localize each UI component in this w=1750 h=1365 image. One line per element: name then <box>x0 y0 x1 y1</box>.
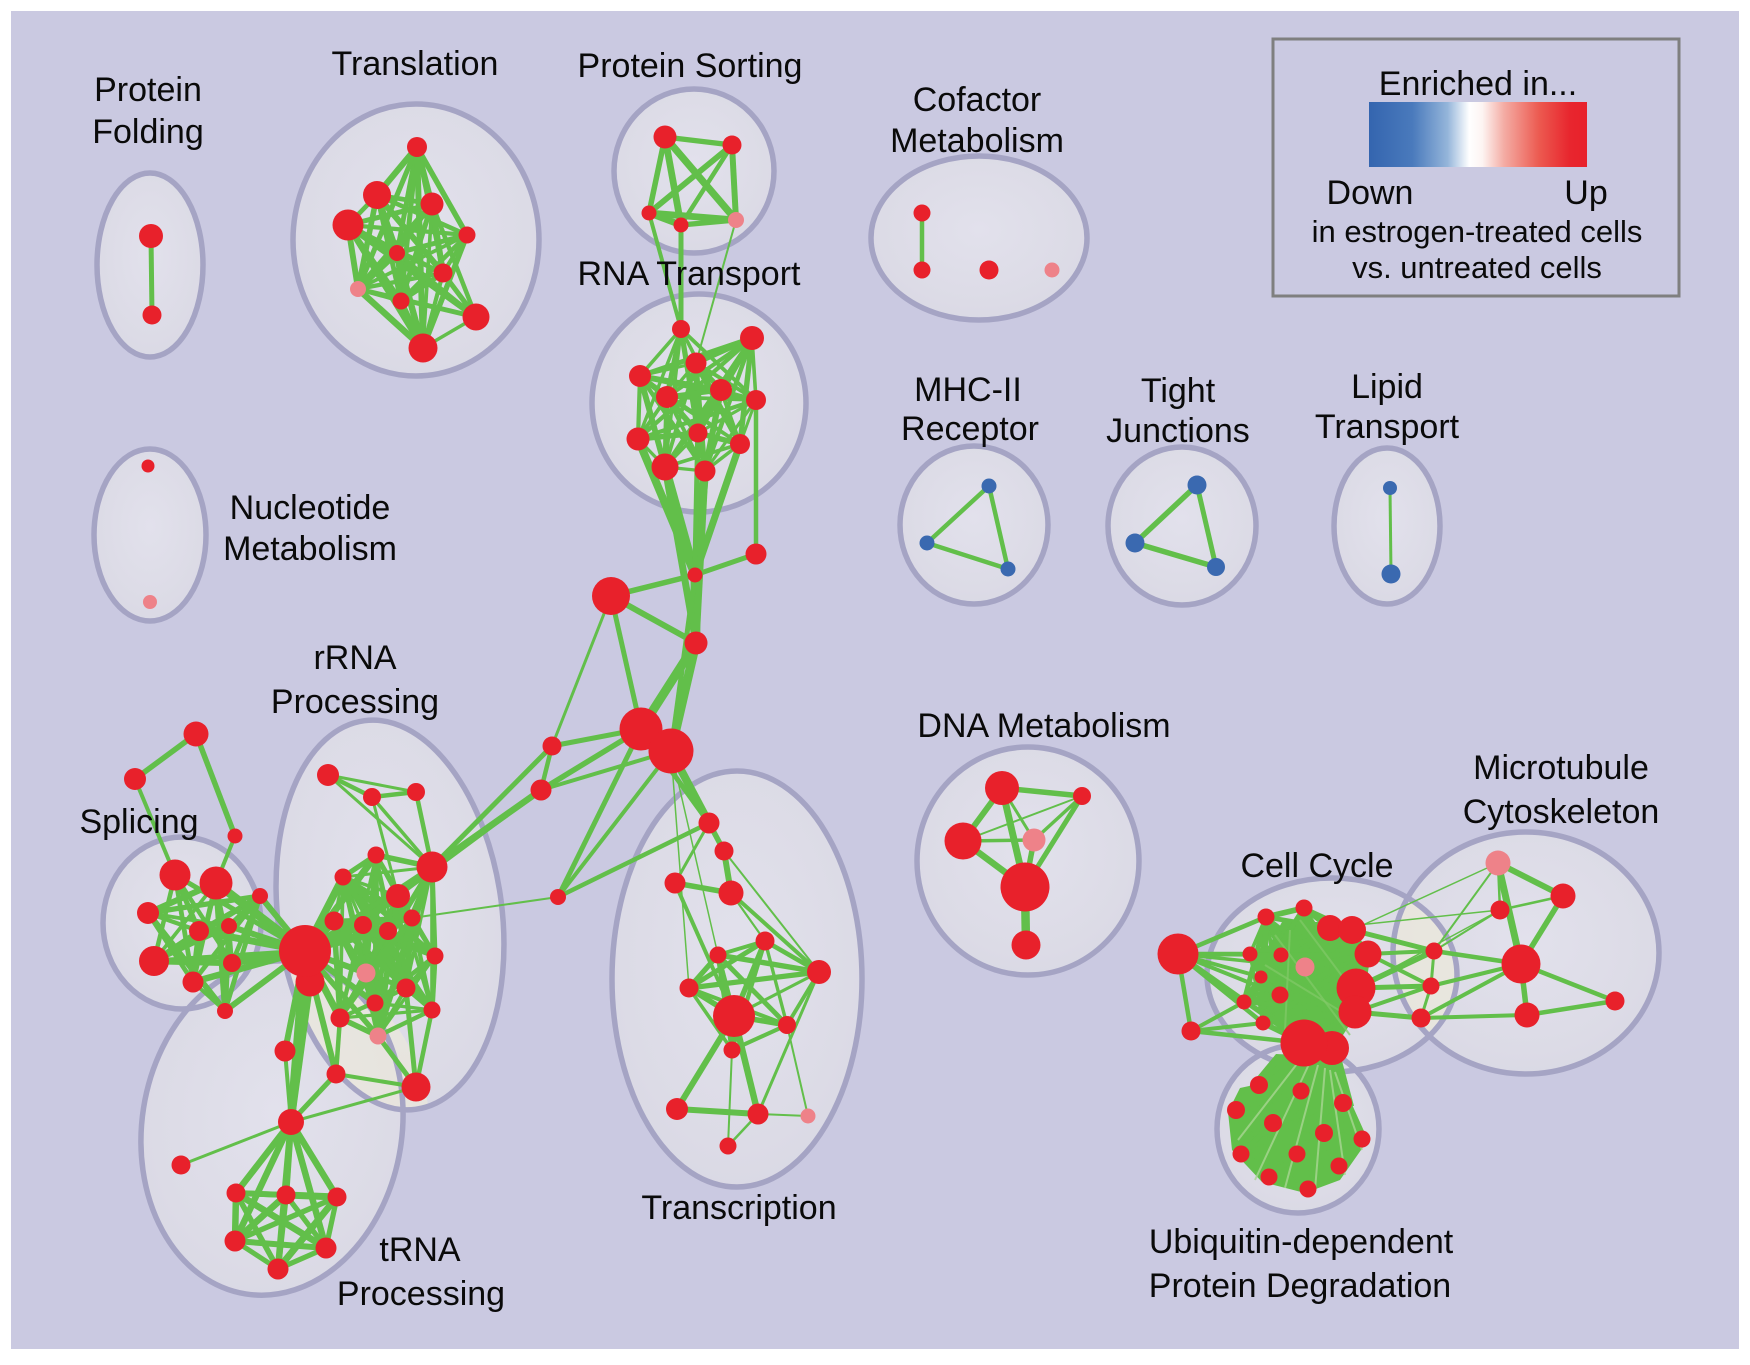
svg-text:Protein Sorting: Protein Sorting <box>578 47 803 85</box>
svg-text:Splicing: Splicing <box>79 803 198 841</box>
svg-text:Tight: Tight <box>1141 372 1216 410</box>
svg-text:Metabolism: Metabolism <box>223 530 397 568</box>
svg-text:Nucleotide: Nucleotide <box>230 489 391 527</box>
svg-text:tRNA: tRNA <box>379 1231 461 1269</box>
svg-text:Lipid: Lipid <box>1351 368 1423 406</box>
svg-text:DNA Metabolism: DNA Metabolism <box>917 707 1170 745</box>
svg-text:Protein Degradation: Protein Degradation <box>1149 1267 1451 1305</box>
svg-text:Receptor: Receptor <box>901 410 1039 448</box>
svg-text:Junctions: Junctions <box>1106 412 1250 450</box>
svg-text:Cytoskeleton: Cytoskeleton <box>1463 793 1660 831</box>
svg-text:Transport: Transport <box>1315 408 1460 446</box>
svg-text:Folding: Folding <box>92 113 204 151</box>
svg-text:Translation: Translation <box>332 45 499 83</box>
svg-text:RNA Transport: RNA Transport <box>578 255 802 293</box>
svg-text:Protein: Protein <box>94 71 202 109</box>
svg-text:Down: Down <box>1327 174 1414 212</box>
svg-text:Up: Up <box>1564 174 1607 212</box>
svg-text:Metabolism: Metabolism <box>890 122 1064 160</box>
svg-text:Cofactor: Cofactor <box>913 81 1042 119</box>
svg-text:Processing: Processing <box>337 1275 505 1313</box>
svg-text:Ubiquitin-dependent: Ubiquitin-dependent <box>1149 1223 1454 1261</box>
svg-text:rRNA: rRNA <box>313 639 396 677</box>
svg-text:Microtubule: Microtubule <box>1473 749 1649 787</box>
svg-text:Processing: Processing <box>271 683 439 721</box>
svg-text:vs. untreated cells: vs. untreated cells <box>1352 250 1602 285</box>
svg-text:Cell Cycle: Cell Cycle <box>1240 847 1393 885</box>
svg-text:in estrogen-treated cells: in estrogen-treated cells <box>1312 214 1643 249</box>
svg-text:Enriched in...: Enriched in... <box>1379 65 1577 103</box>
svg-text:MHC-II: MHC-II <box>914 371 1022 409</box>
svg-text:Transcription: Transcription <box>641 1189 836 1227</box>
